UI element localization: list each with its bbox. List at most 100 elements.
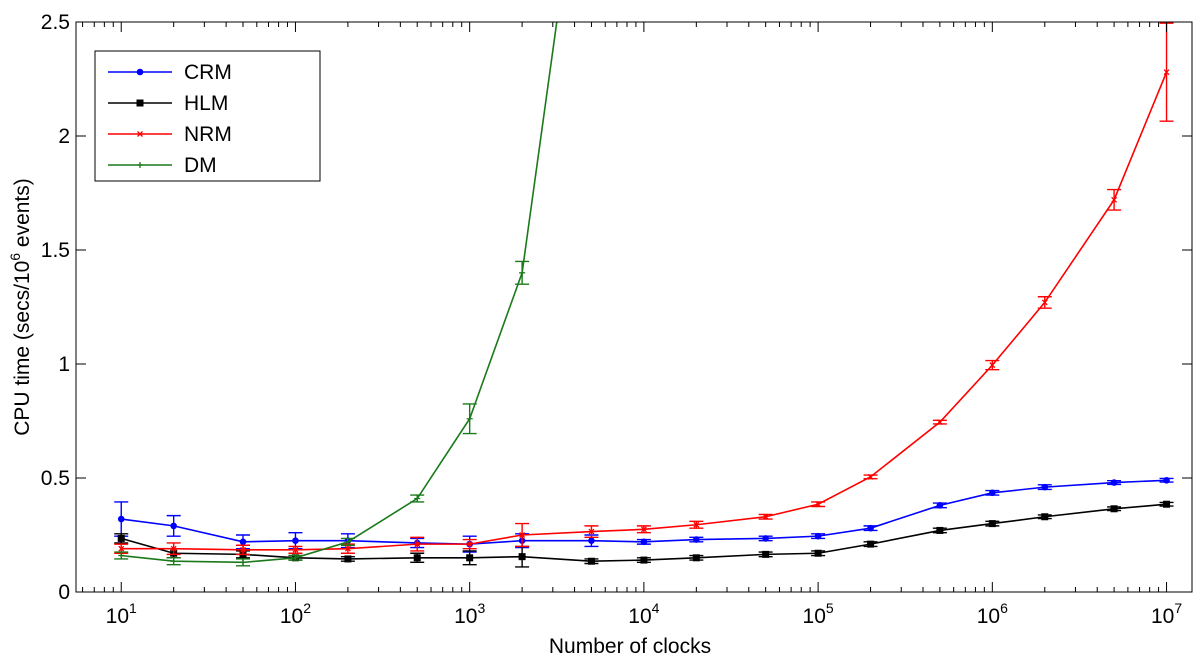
series-crm-point — [170, 522, 177, 530]
x-tick-label-exponent: 4 — [652, 600, 660, 616]
series-crm-point — [588, 537, 595, 544]
series-hlm-point — [988, 520, 996, 528]
series-hlm-point — [692, 554, 700, 562]
x-tick-label-base: 10 — [803, 605, 826, 628]
series-crm-point — [693, 536, 700, 543]
y-axis-label-main: CPU time (secs/10 — [11, 261, 34, 436]
series-nrm-point — [344, 545, 351, 552]
y-tick-label: 0.5 — [41, 467, 70, 490]
series-nrm-point — [936, 419, 943, 426]
x-tick-label: 102 — [280, 600, 311, 628]
legend-label-crm: CRM — [184, 61, 232, 84]
x-tick-label-exponent: 1 — [129, 600, 137, 616]
series-hlm-point — [1041, 513, 1049, 521]
series-nrm-point — [240, 546, 246, 553]
series-hlm-point — [587, 557, 595, 565]
series-dm-point — [240, 559, 247, 566]
series-nrm-point — [989, 362, 996, 369]
series-dm-point — [414, 495, 421, 502]
x-tick-label: 104 — [628, 600, 659, 628]
y-tick-label: 2.5 — [41, 11, 70, 34]
x-tick-label-base: 10 — [280, 605, 303, 628]
series-dm-point — [118, 552, 125, 559]
series-crm-point — [1041, 483, 1049, 491]
series-crm-point — [239, 538, 247, 546]
x-minor-ticks — [82, 22, 1160, 592]
series-nrm-point — [588, 528, 595, 535]
series-nrm-point — [1041, 299, 1048, 306]
series-nrm — [114, 22, 1174, 556]
y-tick-label: 0 — [58, 581, 70, 604]
series-layer — [114, 22, 1174, 568]
series-crm-point — [640, 538, 648, 546]
series-crm-point — [292, 537, 299, 544]
y-axis-label-tail: events) — [11, 178, 34, 253]
legend: CRM HLM NRM DM — [94, 50, 321, 182]
series-crm-point — [117, 515, 125, 523]
series-nrm-point — [1163, 69, 1170, 76]
legend-item-nrm: NRM — [108, 123, 232, 146]
series-nrm-point — [519, 532, 526, 538]
series-hlm-point — [344, 555, 352, 563]
series-nrm-point — [414, 541, 421, 548]
x-tick-label: 107 — [1151, 600, 1182, 628]
x-tick-label-base: 10 — [1151, 605, 1174, 628]
series-nrm-point — [815, 501, 822, 508]
series-hlm-point — [1163, 500, 1171, 508]
series-dm — [114, 22, 558, 567]
series-nrm-point — [1111, 196, 1118, 203]
series-hlm-point — [936, 526, 944, 534]
series-crm-point — [867, 524, 874, 532]
legend-label-nrm: NRM — [184, 123, 232, 146]
axes-frame — [75, 21, 1193, 593]
series-nrm-point — [292, 546, 299, 553]
series-dm-point — [292, 554, 299, 561]
series-hlm-point — [518, 553, 526, 561]
x-tick-label-exponent: 7 — [1174, 600, 1182, 616]
series-crm-point — [936, 502, 944, 509]
series-nrm-point — [640, 526, 647, 533]
series-dm-point — [466, 415, 473, 422]
y-tick-label: 1 — [58, 353, 70, 376]
series-crm-point — [814, 532, 822, 540]
y-tick-label: 2 — [58, 125, 70, 148]
legend-marker-dm — [137, 162, 143, 168]
series-hlm-point — [814, 549, 822, 557]
y-tick-label: 1.5 — [41, 239, 70, 262]
series-nrm-point — [762, 513, 769, 520]
series-hlm-point — [640, 556, 648, 564]
series-hlm-point — [867, 540, 875, 548]
series-hlm-point — [117, 534, 125, 542]
series-crm-point — [762, 535, 769, 542]
x-tick-label-exponent: 6 — [1000, 600, 1008, 616]
series-hlm-point — [466, 554, 474, 562]
x-tick-label-exponent: 2 — [303, 600, 311, 616]
series-crm-point — [1163, 476, 1170, 484]
x-tick-label-exponent: 5 — [826, 600, 834, 616]
legend-label-hlm: HLM — [184, 92, 228, 115]
legend-label-dm: DM — [184, 154, 217, 177]
x-tick-label: 103 — [454, 600, 485, 628]
x-tick-label-base: 10 — [454, 605, 477, 628]
series-dm-point — [170, 558, 177, 565]
series-nrm-point — [693, 521, 700, 528]
series-hlm-point — [1110, 505, 1118, 513]
x-tick-label: 106 — [977, 600, 1008, 628]
series-nrm-point — [118, 545, 125, 552]
x-tick-label: 105 — [803, 600, 834, 628]
series-crm — [114, 476, 1174, 553]
series-nrm-point — [466, 541, 473, 548]
series-crm-point — [1110, 479, 1118, 486]
x-tick-label-base: 10 — [628, 605, 651, 628]
series-nrm-point — [170, 545, 177, 552]
legend-item-hlm: HLM — [108, 92, 228, 115]
series-hlm-point — [762, 550, 770, 558]
series-nrm-point — [867, 473, 874, 480]
series-crm-point — [989, 489, 996, 497]
y-axis-label: CPU time (secs/106 events) — [7, 178, 34, 436]
y-axis-label-exponent: 6 — [7, 253, 23, 261]
series-hlm-point — [413, 554, 421, 562]
legend-item-crm: CRM — [108, 61, 232, 84]
